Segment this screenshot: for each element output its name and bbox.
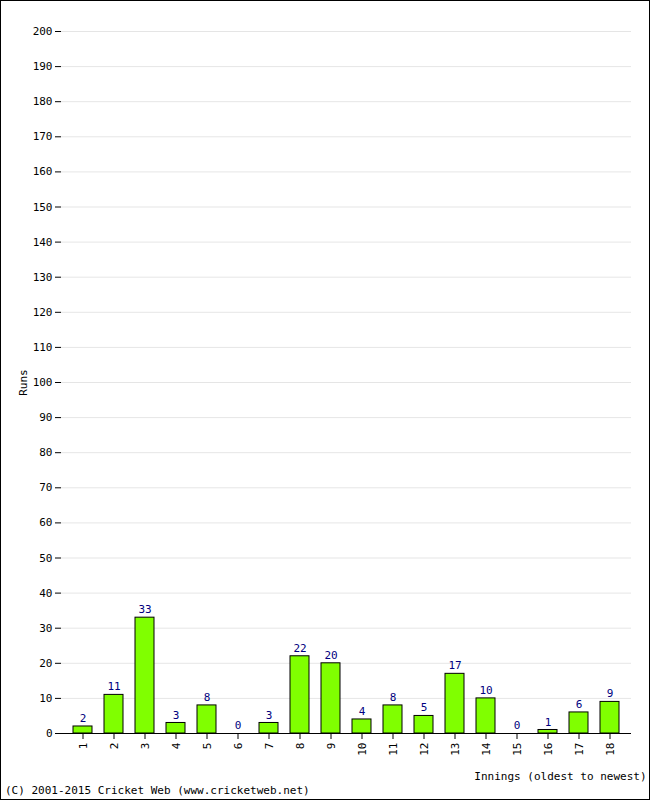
svg-text:2: 2: [108, 743, 121, 750]
svg-text:100: 100: [33, 376, 53, 389]
svg-text:8: 8: [294, 743, 307, 750]
svg-text:120: 120: [33, 306, 53, 319]
svg-text:10: 10: [356, 743, 369, 756]
svg-text:3: 3: [266, 708, 273, 721]
svg-text:190: 190: [33, 60, 53, 73]
svg-text:20: 20: [39, 657, 52, 670]
svg-text:70: 70: [39, 481, 52, 494]
svg-text:150: 150: [33, 201, 53, 214]
svg-text:Runs: Runs: [17, 369, 30, 396]
svg-text:50: 50: [39, 552, 52, 565]
svg-text:140: 140: [33, 236, 53, 249]
svg-text:16: 16: [542, 743, 555, 756]
svg-text:60: 60: [39, 516, 52, 529]
svg-text:0: 0: [46, 727, 53, 740]
svg-text:11: 11: [107, 680, 120, 693]
svg-text:0: 0: [514, 719, 521, 732]
svg-text:170: 170: [33, 130, 53, 143]
svg-text:10: 10: [39, 692, 52, 705]
svg-text:3: 3: [173, 708, 180, 721]
svg-text:3: 3: [139, 743, 152, 750]
svg-text:110: 110: [33, 341, 53, 354]
svg-text:8: 8: [204, 691, 211, 704]
svg-text:5: 5: [201, 743, 214, 750]
svg-text:14: 14: [480, 742, 493, 756]
svg-text:30: 30: [39, 622, 52, 635]
svg-text:Innings (oldest to newest): Innings (oldest to newest): [474, 770, 646, 783]
svg-text:17: 17: [448, 659, 461, 672]
svg-text:13: 13: [449, 743, 462, 756]
svg-text:33: 33: [138, 603, 151, 616]
svg-text:4: 4: [170, 742, 183, 749]
svg-text:12: 12: [418, 743, 431, 756]
svg-text:9: 9: [325, 743, 338, 750]
svg-text:130: 130: [33, 271, 53, 284]
svg-text:9: 9: [607, 687, 614, 700]
svg-text:10: 10: [479, 684, 492, 697]
svg-text:5: 5: [421, 701, 428, 714]
svg-text:6: 6: [232, 743, 245, 750]
svg-text:1: 1: [545, 716, 552, 729]
svg-text:80: 80: [39, 446, 52, 459]
svg-text:160: 160: [33, 165, 53, 178]
svg-text:0: 0: [235, 719, 242, 732]
svg-text:200: 200: [33, 25, 53, 38]
svg-text:11: 11: [387, 743, 400, 756]
svg-text:22: 22: [293, 642, 306, 655]
svg-text:17: 17: [573, 743, 586, 756]
svg-text:40: 40: [39, 587, 52, 600]
html-text:(C) 2001-2015 Cricket Web (www: (C) 2001-2015 Cricket Web (www.cricketwe…: [5, 784, 310, 797]
svg-text:4: 4: [359, 705, 366, 718]
svg-text:7: 7: [263, 743, 276, 750]
svg-text:6: 6: [576, 698, 583, 711]
svg-text:180: 180: [33, 95, 53, 108]
svg-text:18: 18: [604, 743, 617, 756]
svg-text:15: 15: [511, 743, 524, 756]
svg-text:20: 20: [324, 649, 337, 662]
svg-text:8: 8: [390, 691, 397, 704]
svg-text:1: 1: [77, 743, 90, 750]
svg-text:2: 2: [80, 712, 87, 725]
svg-text:90: 90: [39, 411, 52, 424]
